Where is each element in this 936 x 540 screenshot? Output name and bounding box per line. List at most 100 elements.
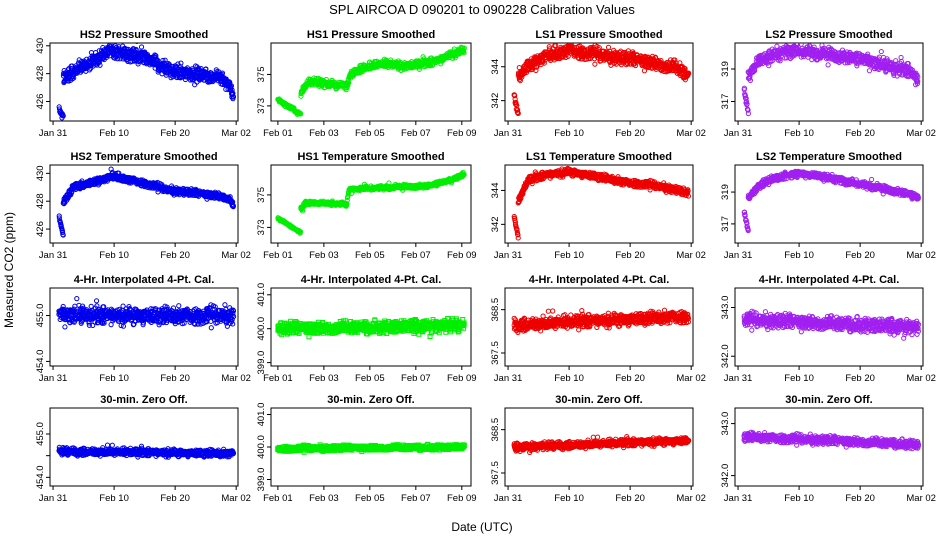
y-tick-label: 375 bbox=[256, 67, 267, 83]
data-point bbox=[214, 69, 220, 75]
x-tick-label: Feb 03 bbox=[309, 250, 339, 261]
data-point bbox=[230, 203, 236, 209]
plot-frame bbox=[270, 42, 472, 122]
x-tick-label: Jan 31 bbox=[39, 250, 68, 261]
data-point bbox=[743, 95, 749, 101]
x-tick-label: Jan 31 bbox=[39, 128, 68, 139]
data-point bbox=[114, 56, 121, 62]
x-tick-label: Feb 05 bbox=[355, 250, 385, 261]
data-point bbox=[515, 235, 521, 241]
x-tick-label: Feb 09 bbox=[447, 250, 477, 261]
x-tick-label: Feb 01 bbox=[263, 128, 293, 139]
panel-title: HS2 Temperature Smoothed bbox=[70, 151, 217, 163]
x-tick-label: Feb 10 bbox=[784, 250, 814, 261]
data-point bbox=[138, 44, 145, 50]
data-point bbox=[914, 79, 920, 85]
data-point bbox=[192, 82, 198, 88]
data-point bbox=[461, 50, 467, 56]
data-point bbox=[461, 45, 467, 51]
y-tick-label: 430 bbox=[35, 38, 46, 54]
y-tick-label: 426 bbox=[35, 94, 46, 110]
x-tick-label: Feb 07 bbox=[401, 250, 431, 261]
data-point bbox=[512, 96, 518, 102]
figure-title: SPL AIRCOA D 090201 to 090228 Calibratio… bbox=[329, 2, 635, 17]
data-point bbox=[866, 68, 873, 74]
x-tick-label: Feb 20 bbox=[615, 128, 645, 139]
data-points bbox=[275, 169, 467, 236]
data-point bbox=[677, 60, 683, 66]
data-point bbox=[58, 222, 64, 229]
data-point bbox=[515, 107, 521, 113]
data-point bbox=[514, 229, 520, 235]
x-tick-label: Mar 02 bbox=[676, 128, 706, 139]
data-points bbox=[56, 43, 237, 121]
data-point bbox=[59, 229, 66, 236]
data-point bbox=[230, 94, 236, 100]
x-tick-label: Feb 10 bbox=[99, 250, 129, 261]
data-point bbox=[742, 92, 748, 98]
data-point bbox=[685, 188, 691, 194]
y-tick-label: 373 bbox=[256, 98, 267, 114]
data-points bbox=[741, 168, 921, 234]
data-point bbox=[226, 79, 232, 85]
x-tick-label: Feb 05 bbox=[355, 128, 385, 139]
x-tick-label: Mar 02 bbox=[676, 250, 706, 261]
data-point bbox=[178, 60, 184, 66]
data-point bbox=[744, 101, 750, 107]
data-point bbox=[60, 113, 66, 119]
data-point bbox=[533, 67, 539, 74]
panel-hs2-1: HS2 Temperature Smoothed Jan 31 Feb 10 Feb … bbox=[35, 151, 251, 261]
y-axis-label: Measured CO2 (ppm) bbox=[2, 212, 16, 328]
data-point bbox=[744, 220, 750, 226]
data-point bbox=[515, 110, 521, 116]
data-point bbox=[893, 58, 899, 64]
data-point bbox=[905, 60, 911, 67]
data-point bbox=[682, 65, 688, 72]
data-point bbox=[297, 229, 304, 235]
data-point bbox=[135, 61, 141, 67]
data-point bbox=[96, 60, 102, 66]
x-tick-label: Mar 02 bbox=[906, 128, 936, 139]
x-tick-label: Mar 02 bbox=[221, 128, 251, 139]
data-point bbox=[745, 107, 751, 113]
data-point bbox=[345, 83, 351, 89]
plot-frame bbox=[49, 42, 239, 122]
data-point bbox=[878, 48, 884, 55]
data-point bbox=[160, 57, 166, 64]
y-tick-label: 344 bbox=[490, 183, 501, 199]
data-point bbox=[741, 85, 748, 91]
data-point bbox=[652, 54, 659, 60]
x-tick-label: Mar 02 bbox=[221, 250, 251, 261]
data-point bbox=[745, 110, 751, 117]
data-point bbox=[512, 93, 518, 99]
data-point bbox=[592, 61, 598, 67]
x-tick-label: Jan 31 bbox=[724, 250, 753, 261]
data-point bbox=[743, 98, 750, 105]
plot-frame bbox=[504, 42, 694, 122]
y-tick-label: 344 bbox=[490, 59, 501, 75]
data-point bbox=[460, 47, 467, 54]
data-point bbox=[515, 232, 521, 238]
plot-frame bbox=[504, 164, 694, 244]
data-point bbox=[519, 74, 525, 80]
data-point bbox=[766, 63, 772, 69]
y-tick-label: 317 bbox=[720, 216, 731, 232]
data-points bbox=[56, 166, 236, 238]
x-tick-label: Feb 20 bbox=[160, 250, 190, 261]
data-point bbox=[162, 57, 168, 63]
x-tick-label: Feb 20 bbox=[845, 250, 875, 261]
x-tick-label: Feb 20 bbox=[845, 128, 875, 139]
data-point bbox=[461, 172, 467, 178]
data-point bbox=[56, 215, 62, 221]
data-point bbox=[641, 68, 648, 74]
y-tick-label: 373 bbox=[256, 219, 267, 235]
data-point bbox=[915, 78, 921, 84]
data-points bbox=[511, 165, 692, 241]
y-tick-label: 317 bbox=[720, 94, 731, 110]
data-point bbox=[134, 43, 139, 44]
data-point bbox=[229, 87, 235, 93]
